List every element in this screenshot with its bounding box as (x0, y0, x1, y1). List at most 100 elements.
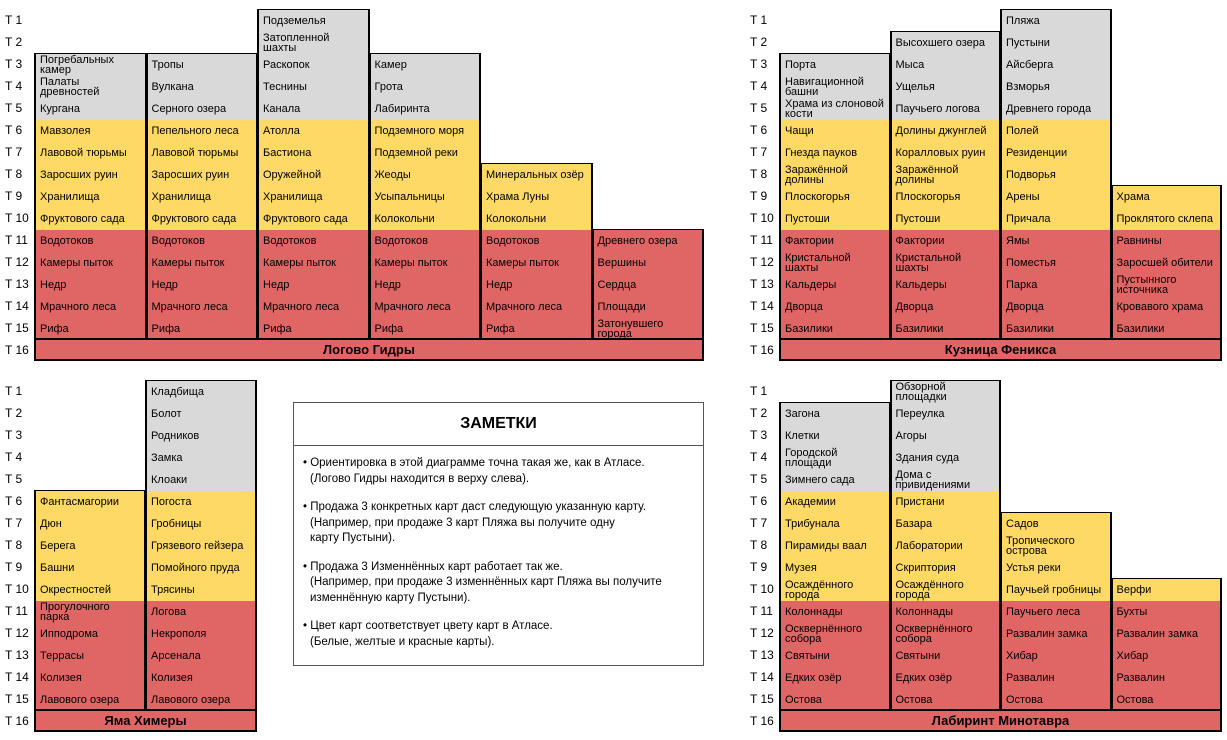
map-cell: Остова (1112, 689, 1220, 711)
map-cell: Дюн (36, 513, 144, 535)
map-cell: Камер (370, 54, 479, 76)
map-cell: Музея (781, 557, 889, 579)
map-cell: Развалин (1002, 667, 1110, 689)
map-cell: Водотоков (370, 230, 479, 252)
map-cell: Тропы (147, 54, 256, 76)
map-cell: Прогулочного парка (36, 601, 144, 623)
note-line: • Продажа 3 конкретных карт даст следующ… (303, 501, 646, 513)
map-cell: Рифа (36, 318, 145, 340)
map-cell: Хранилища (36, 186, 145, 208)
note-item: • Цвет карт соответствует цвету карт в А… (303, 619, 703, 650)
tier-label: T 9 (5, 560, 23, 574)
map-cell: Полей (1002, 120, 1110, 142)
map-cell: Хранилища (147, 186, 256, 208)
map-cell: Рифа (147, 318, 256, 340)
map-cell: Едких озёр (891, 667, 999, 689)
tier-label: T 3 (5, 57, 23, 71)
tier-label: T 7 (750, 145, 768, 159)
map-cell: Обзорной площадки (891, 381, 999, 403)
tier-label: T 2 (5, 406, 23, 420)
tier-label: T 11 (750, 604, 773, 618)
tier-label: T 8 (5, 167, 23, 181)
tier-label: T 15 (750, 321, 774, 335)
map-cell: Хибар (1112, 645, 1220, 667)
map-cell: Равнины (1112, 230, 1220, 252)
map-cell: Храма Луны (482, 186, 591, 208)
map-cell: Кристальной шахты (781, 252, 889, 274)
map-cell: Вулкана (147, 76, 256, 98)
tier-label: T 1 (5, 13, 23, 27)
tier-label: T 6 (750, 494, 768, 508)
map-cell: Остова (891, 689, 999, 711)
map-cell: Колоннады (781, 601, 889, 623)
map-cell: Подворья (1002, 164, 1110, 186)
map-cell: Мрачного леса (36, 296, 145, 318)
map-cell: Лаборатории (891, 535, 999, 557)
tier-label: T 15 (5, 692, 29, 706)
map-cell: Дворца (781, 296, 889, 318)
map-cell: Храма (1112, 186, 1220, 208)
map-column: Древнего озера Вершины Сердца Площади Затону… (591, 229, 704, 341)
map-cell: Дома с привидениями (891, 469, 999, 491)
map-cell: Ямы (1002, 230, 1110, 252)
map-cell: Клетки (781, 425, 889, 447)
map-cell: Недр (370, 274, 479, 296)
note-line: • Продажа 3 Изменнённых карт работает та… (303, 560, 563, 573)
map-cell: Палаты древностей (36, 76, 145, 98)
map-cell: Камеры пыток (259, 252, 368, 274)
tier-label: T 7 (750, 516, 768, 530)
map-cell: Переулка (891, 403, 999, 425)
map-cell: Сердца (593, 274, 702, 296)
map-cell: Водотоков (482, 230, 591, 252)
map-cell: Пляжа (1002, 10, 1110, 32)
tier-label: T 2 (5, 35, 23, 49)
map-column: Верфи Бухты Развалин замка Хибар Развалин Ост… (1110, 578, 1222, 712)
panel-title: Кузница Феникса (779, 338, 1222, 361)
map-cell: Храма из слоновой кости (781, 98, 889, 120)
tier-label: T 13 (750, 648, 774, 662)
map-cell: Пепельного леса (147, 120, 256, 142)
map-cell: Усыпальницы (370, 186, 479, 208)
map-cell: Древнего города (1002, 98, 1110, 120)
notes-box: ЗАМЕТКИ • Ориентировка в этой диаграмме … (293, 402, 704, 666)
note-item: • Продажа 3 Изменнённых карт работает та… (303, 560, 703, 607)
map-cell: Остова (781, 689, 889, 711)
map-cell: Городской площади (781, 447, 889, 469)
map-cell: Колокольни (482, 208, 591, 230)
tier-label: T 15 (5, 321, 29, 335)
map-cell: Заражённой долины (891, 164, 999, 186)
map-cell: Плоскогорья (781, 186, 889, 208)
tier-label: T 9 (750, 560, 768, 574)
map-cell: Плоскогорья (891, 186, 999, 208)
map-cell: Бухты (1112, 601, 1220, 623)
tier-label: T 4 (5, 79, 23, 93)
map-column: Погребальных камер Палаты древностей Курга… (34, 53, 147, 341)
note-line: (Логово Гидры находится в верху слева). (310, 472, 530, 485)
map-cell: Заросших руин (36, 164, 145, 186)
map-cell: Погребальных камер (36, 54, 145, 76)
map-cell: Недр (36, 274, 145, 296)
map-cell: Тропического острова (1002, 535, 1110, 557)
tier-label: T 1 (750, 384, 768, 398)
map-cell: Порта (781, 54, 889, 76)
map-cell: Святыни (891, 645, 999, 667)
map-cell: Паучьей гробницы (1002, 579, 1110, 601)
tier-label: T 5 (750, 101, 768, 115)
map-cell: Высохшего озера (891, 32, 999, 54)
map-cell: Болот (147, 403, 255, 425)
tier-label: T 14 (750, 670, 774, 684)
map-cell: Лавовой тюрьмы (147, 142, 256, 164)
map-cell: Кальдеры (781, 274, 889, 296)
map-column: Обзорной площадки Переулка Агоры Здания суд… (889, 380, 1001, 712)
map-cell: Берега (36, 535, 144, 557)
map-cell: Подземного моря (370, 120, 479, 142)
map-cell: Едких озёр (781, 667, 889, 689)
map-cell: Недр (259, 274, 368, 296)
tier-label: T 13 (5, 277, 29, 291)
map-cell: Недр (147, 274, 256, 296)
map-cell: Помойного пруда (147, 557, 255, 579)
map-cell: Затопленной шахты (259, 32, 368, 54)
map-cell: Базилики (781, 318, 889, 340)
map-cell: Пустыни (1002, 32, 1110, 54)
tier-label: T 8 (750, 167, 768, 181)
